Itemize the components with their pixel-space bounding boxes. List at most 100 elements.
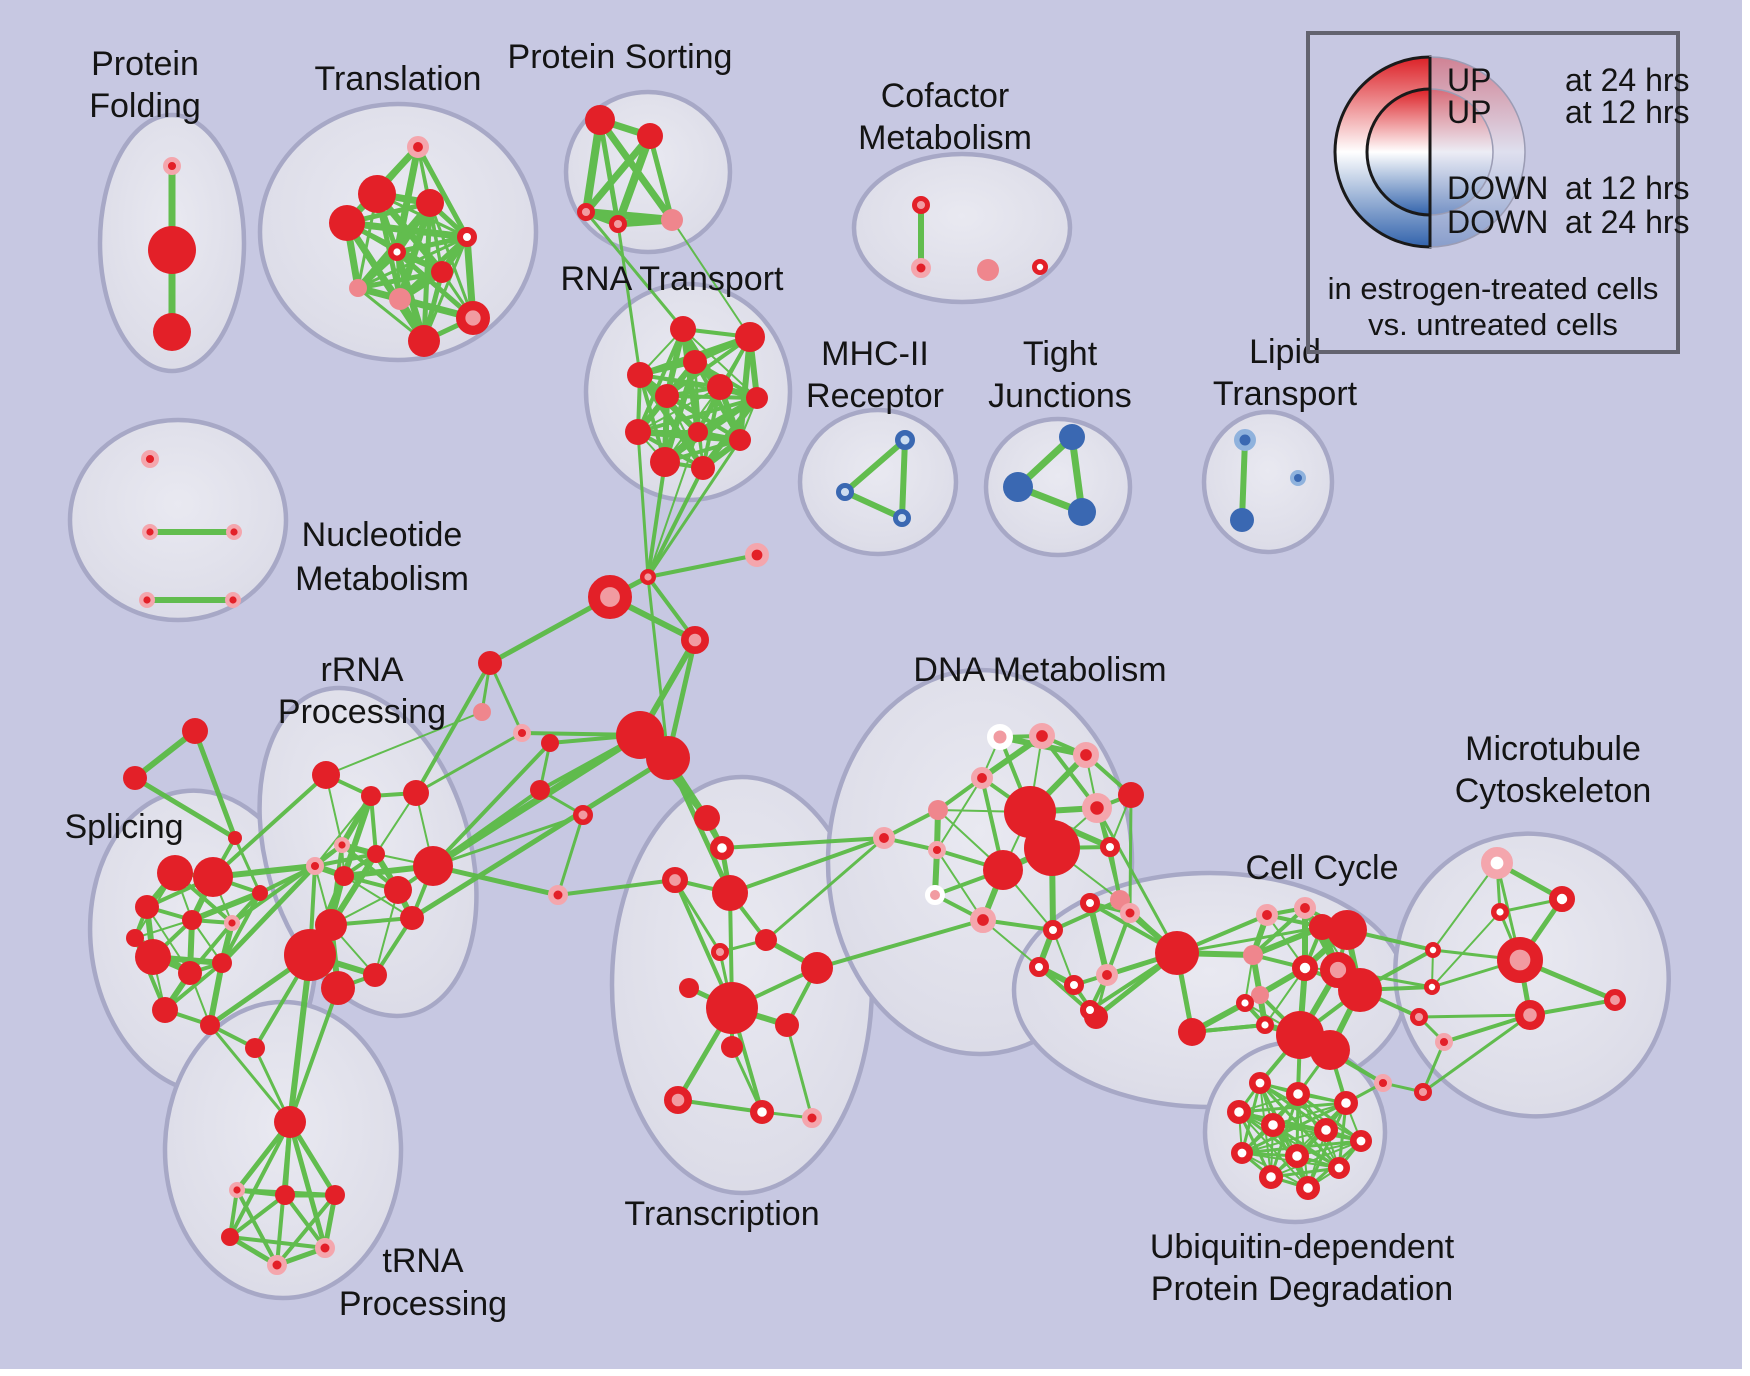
cluster-label-line: DNA Metabolism [913,651,1166,689]
cluster-label-line: Microtubule [1465,730,1641,768]
network-node-protein-sorting [637,123,663,149]
edge-protein-sorting [582,116,604,216]
cluster-label-line: Folding [89,87,201,125]
legend-inner-left-half [1365,87,1432,217]
network-node-rrna-processing [384,876,412,904]
edge-protein-sorting [614,132,654,228]
network-node-cell-cycle [1080,893,1100,913]
network-node-translation [431,261,453,283]
network-node-rna-transport [691,456,715,480]
inter-cluster-edge [1095,806,1179,955]
cluster-label-line: RNA Transport [561,260,785,298]
cluster-label-line: Cytoskeleton [1455,772,1652,810]
edge-splicing [207,960,225,1028]
network-node-protein-folding [153,313,191,351]
network-node-rna-transport [670,316,696,342]
network-node-microtubule-cytoskeleton [1515,1000,1545,1030]
network-node-rrna-processing [321,971,355,1005]
edge-trna-processing [283,1193,327,1250]
network-node-transcription [679,978,699,998]
network-node-cycle-micro-bridges [1409,1007,1428,1026]
network-node-nucleotide-metabolism [138,592,155,609]
edge-cell-cycle [1087,900,1110,978]
edge-protein-sorting [597,117,621,227]
cluster-label-line: Receptor [806,377,944,415]
edge-mhc-ii-receptor [899,437,908,521]
legend-note-1: vs. untreated cells [1368,307,1618,342]
network-node-translation [416,189,444,217]
network-node-ubiquitin-degradation [1350,1130,1373,1153]
network-node-ubiquitin-degradation [1226,1099,1251,1124]
network-node-connectors [530,780,550,800]
network-node-tight-junctions [1003,472,1033,502]
network-node-ubiquitin-degradation [1313,1117,1338,1142]
edge-translation [422,235,469,343]
network-node-microtubule-cytoskeleton [1604,989,1627,1012]
network-node-cell-cycle [1256,904,1279,927]
inter-cluster-edge [409,755,671,921]
network-node-cofactor-metabolism [1032,258,1049,275]
network-node-splicing [152,997,178,1023]
network-node-microtubule-cytoskeleton [1549,886,1576,913]
inter-cluster-edge [208,1023,292,1124]
network-node-mhc-ii-receptor [892,509,911,528]
legend-time-1: at 12 hrs [1565,94,1690,130]
edge-connectors [646,575,670,760]
network-node-rna-transport [627,362,653,388]
network-node-cycle-micro-bridges [1373,1073,1392,1092]
legend-inner-right-half [1429,88,1494,216]
network-node-dna-metabolism [983,850,1023,890]
network-node-translation [408,325,440,357]
edge-connectors [646,553,759,579]
edge-translation [394,234,470,255]
cluster-label-line: tRNA [382,1242,464,1280]
network-node-translation [406,135,429,158]
network-node-ubiquitin-degradation [1328,1157,1351,1180]
network-node-dna-metabolism [987,724,1013,750]
network-node-nucleotide-metabolism [224,592,241,609]
network-node-dna-metabolism [1100,837,1120,857]
network-node-tight-junctions [1059,424,1085,450]
network-node-rna-transport [625,419,651,445]
cluster-label-line: Protein Degradation [1151,1270,1453,1308]
network-node-translation [457,227,477,247]
inter-cluster-edge [1432,862,1498,951]
inter-cluster-edge [287,952,313,1125]
network-node-connectors [548,885,568,905]
network-node-trna-processing [221,1228,239,1246]
legend-time-2: at 12 hrs [1565,170,1690,206]
cluster-label-line: Processing [339,1285,507,1323]
network-node-ubiquitin-degradation [1249,1072,1272,1095]
network-node-cell-cycle [1096,964,1119,987]
network-node-rrna-processing [312,761,340,789]
edge-trna-processing [275,1193,337,1267]
legend-box [1306,31,1680,354]
edge-protein-sorting [647,133,675,223]
network-node-protein-sorting [576,203,595,222]
network-node-ubiquitin-degradation [1258,1164,1283,1189]
network-node-connectors [473,703,491,721]
network-node-cycle-micro-bridges [1424,979,1441,996]
network-node-ubiquitin-degradation [1295,1175,1320,1200]
inter-cluster-edge [1128,793,1133,915]
network-node-nucleotide-metabolism [141,450,160,469]
inter-cluster-edge [230,843,344,925]
network-node-cell-cycle [1327,910,1367,950]
network-node-dna-metabolism [927,840,946,859]
network-node-cell-cycle [1338,968,1382,1012]
network-node-cofactor-metabolism [911,196,930,215]
network-node-rna-transport [650,447,680,477]
edge-ubiquitin-degradation [1241,1129,1327,1154]
edge-ubiquitin-degradation [1270,1140,1362,1178]
network-node-transcription [663,1085,692,1114]
network-node-rrna-processing [284,929,336,981]
legend-note-0: in estrogen-treated cells [1328,271,1659,306]
network-node-rrna-processing [334,866,354,886]
network-node-microtubule-cytoskeleton [1496,937,1543,984]
cluster-label-line: Junctions [988,377,1132,415]
network-node-cell-cycle [1294,897,1317,920]
network-node-dna-metabolism [1072,742,1099,769]
inter-cluster-edge [1417,1013,1532,1019]
network-node-rna-transport [735,322,765,352]
cluster-ellipse-lipid-transport [1201,409,1335,555]
